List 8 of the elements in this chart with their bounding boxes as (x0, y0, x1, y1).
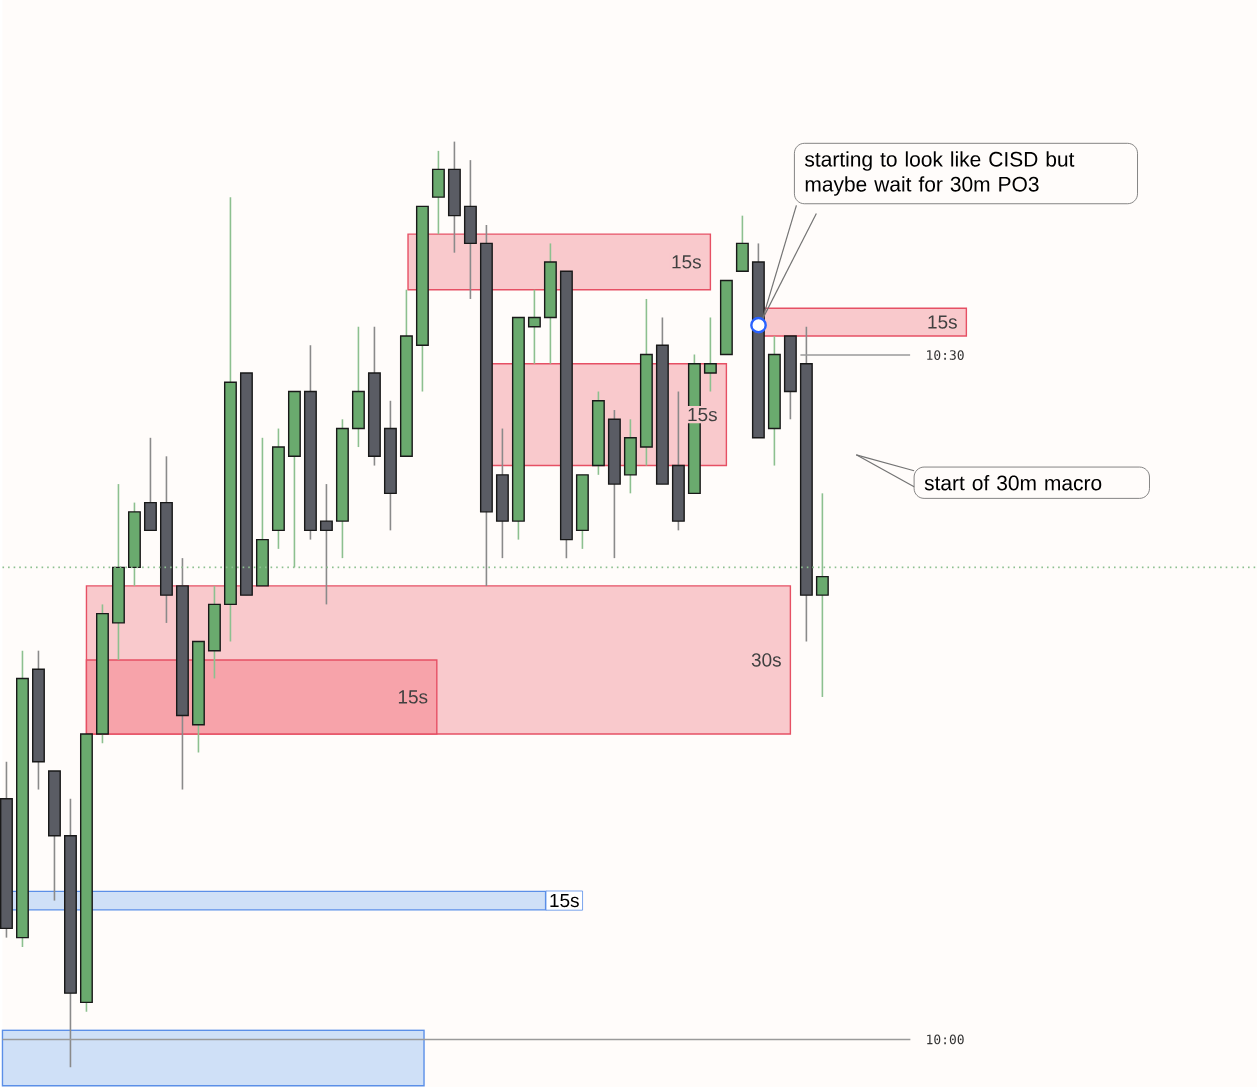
band-label: 15s (398, 690, 428, 704)
band-label: 30s (751, 653, 781, 668)
band-label: 15s (550, 894, 579, 908)
band-label: 15s (928, 315, 957, 330)
band-label: 15s (688, 408, 717, 422)
annotation: starting to look like CISD but maybe wait for 30m PO3 (804, 151, 1075, 197)
band-label: 15s (672, 255, 701, 269)
text: start of 30m macro (924, 475, 1102, 491)
